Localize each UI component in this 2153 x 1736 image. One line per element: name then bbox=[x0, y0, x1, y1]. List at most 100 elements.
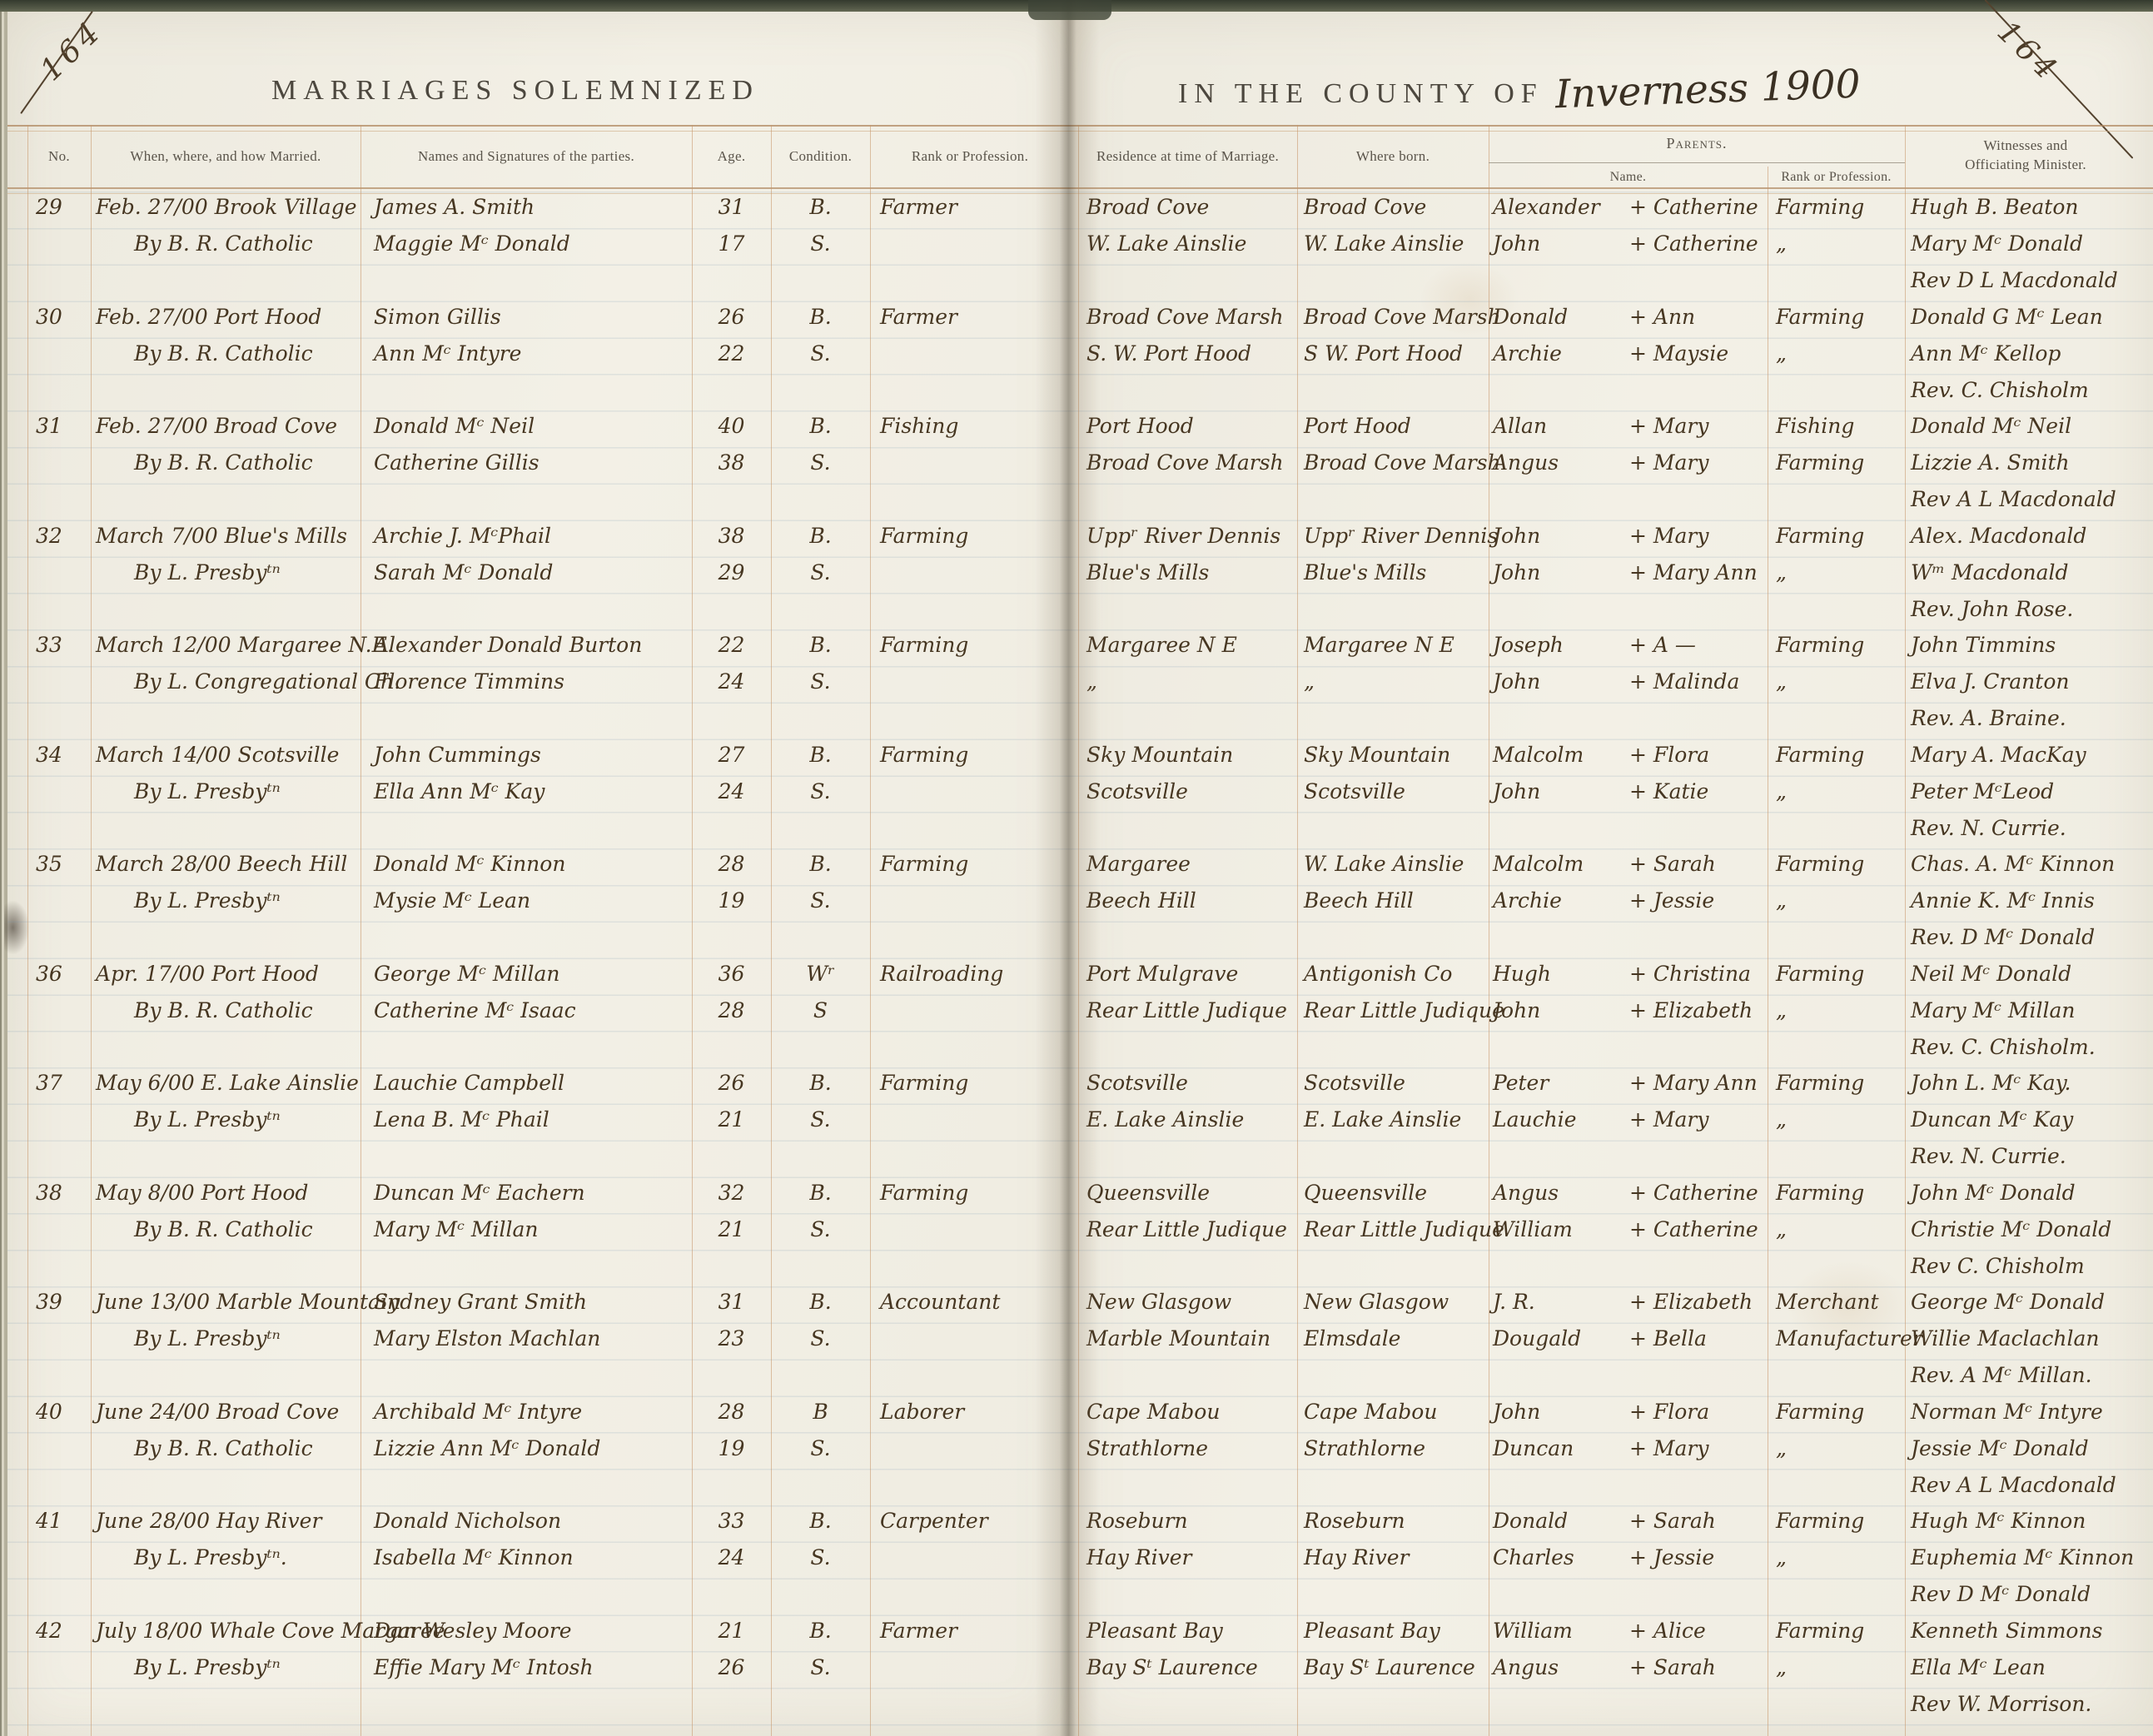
register-row-left: 32 March 7/00 Blue's Mills By L. Presbyᵗ… bbox=[7, 520, 1070, 630]
witness-one: Kenneth Simmons bbox=[1911, 1618, 2103, 1643]
parents-rank-bride: Manufacturer bbox=[1776, 1326, 1922, 1350]
page-stack-edge bbox=[0, 12, 7, 1736]
bride-mother: + Mary bbox=[1629, 1435, 1709, 1460]
groom-birthplace: Broad Cove Marsh bbox=[1304, 304, 1501, 329]
groom-father: J. R. bbox=[1493, 1290, 1535, 1314]
witness-one: Alex. Macdonald bbox=[1911, 523, 2087, 548]
header-witnesses: Witnesses and Officiating Minister. bbox=[1905, 137, 2146, 175]
register-row-left: 34 March 14/00 Scotsville By L. Presbyᵗⁿ… bbox=[7, 739, 1070, 849]
groom-name: Donald Nicholson bbox=[374, 1509, 562, 1533]
parents-rank-groom: Farming bbox=[1776, 1509, 1865, 1533]
bride-residence: Strathlorne bbox=[1086, 1435, 1209, 1460]
register-row-right: Margaree N E „ Margaree N E „ Joseph Joh… bbox=[1070, 629, 2153, 739]
bride-residence: Bay Sᵗ Laurence bbox=[1086, 1654, 1258, 1679]
how-married: By L. Presbyᵗⁿ bbox=[134, 1326, 281, 1350]
groom-residence: Broad Cove bbox=[1086, 195, 1210, 219]
groom-mother: + Mary bbox=[1629, 414, 1709, 438]
witness-one: Donald Mᶜ Neil bbox=[1911, 414, 2072, 438]
groom-name: John Cummings bbox=[374, 742, 541, 767]
groom-condition: B. bbox=[809, 852, 832, 876]
bride-name: Lizzie Ann Mᶜ Donald bbox=[374, 1435, 601, 1460]
rank-or-profession: Farming bbox=[880, 633, 969, 657]
parents-rank-groom: Farming bbox=[1776, 742, 1865, 767]
bride-condition: S. bbox=[810, 778, 831, 803]
column-rule bbox=[360, 125, 361, 1736]
parents-rank-bride: „ bbox=[1776, 560, 1787, 584]
column-rule bbox=[1078, 125, 1079, 1736]
register-row-right: Cape Mabou Strathlorne Cape Mabou Strath… bbox=[1070, 1396, 2153, 1506]
witness-two: Wᵐ Macdonald bbox=[1911, 560, 2069, 584]
groom-name: Donald Mᶜ Neil bbox=[374, 414, 535, 438]
bride-mother: + Mary bbox=[1629, 1107, 1709, 1132]
groom-age: 32 bbox=[718, 1180, 745, 1205]
groom-age: 22 bbox=[718, 633, 745, 657]
entry-number: 33 bbox=[36, 633, 62, 657]
register-row-right: Port Mulgrave Rear Little Judique Antigo… bbox=[1070, 958, 2153, 1068]
bride-birthplace: Elmsdale bbox=[1304, 1326, 1401, 1350]
bride-residence: E. Lake Ainslie bbox=[1086, 1107, 1245, 1132]
when-where-married: May 8/00 Port Hood bbox=[96, 1180, 309, 1205]
groom-father: Joseph bbox=[1493, 633, 1564, 657]
groom-residence: Roseburn bbox=[1086, 1509, 1188, 1533]
spine-notch bbox=[1028, 0, 1111, 20]
corner-stroke-right bbox=[1984, 0, 2134, 159]
when-where-married: Feb. 27/00 Broad Cove bbox=[96, 414, 337, 438]
rank-or-profession: Farming bbox=[880, 523, 969, 548]
left-page-title: MARRIAGES SOLEMNIZED bbox=[271, 75, 759, 106]
rank-or-profession: Railroading bbox=[880, 961, 1004, 986]
bride-residence: Rear Little Judique bbox=[1086, 1216, 1287, 1241]
officiating-minister: Rev. N. Currie. bbox=[1911, 1144, 2066, 1168]
parents-rank-bride: „ bbox=[1776, 1435, 1787, 1460]
witness-two: Lizzie A. Smith bbox=[1911, 450, 2070, 475]
bride-father: John bbox=[1493, 997, 1541, 1022]
bride-condition: S. bbox=[810, 888, 831, 913]
how-married: By B. R. Catholic bbox=[134, 1216, 313, 1241]
groom-father: Allan bbox=[1493, 414, 1548, 438]
witness-two: Peter MᶜLeod bbox=[1911, 778, 2055, 803]
bride-father: William bbox=[1493, 1216, 1573, 1241]
officiating-minister: Rev. A. Braine. bbox=[1911, 706, 2066, 730]
how-married: By B. R. Catholic bbox=[134, 1435, 313, 1460]
witness-two: Ella Mᶜ Lean bbox=[1911, 1654, 2046, 1679]
witness-two: Euphemia Mᶜ Kinnon bbox=[1911, 1545, 2135, 1569]
bride-condition: S. bbox=[810, 450, 831, 475]
register-row-right: Uppʳ River Dennis Blue's Mills Uppʳ Rive… bbox=[1070, 520, 2153, 630]
register-right-page: 164 IN THE COUNTY OF Inverness 1900 Resid… bbox=[1070, 0, 2153, 1736]
bride-condition: S. bbox=[810, 231, 831, 256]
rank-or-profession: Farming bbox=[880, 742, 969, 767]
book-gutter-shadow bbox=[1035, 0, 1100, 1736]
groom-condition: B. bbox=[809, 304, 832, 329]
bride-age: 21 bbox=[718, 1107, 745, 1132]
officiating-minister: Rev W. Morrison. bbox=[1911, 1691, 2092, 1716]
how-married: By B. R. Catholic bbox=[134, 450, 313, 475]
bride-father: Charles bbox=[1493, 1545, 1574, 1569]
groom-birthplace: Roseburn bbox=[1304, 1509, 1405, 1533]
parents-rank-bride: „ bbox=[1776, 341, 1787, 366]
groom-name: Simon Gillis bbox=[374, 304, 501, 329]
groom-father: Donald bbox=[1493, 304, 1569, 329]
groom-condition: B. bbox=[809, 414, 832, 438]
witness-two: Annie K. Mᶜ Innis bbox=[1911, 888, 2095, 913]
bride-name: Catherine Mᶜ Isaac bbox=[374, 997, 576, 1022]
parents-rank-groom: Farming bbox=[1776, 195, 1865, 219]
bride-father: John bbox=[1493, 669, 1541, 694]
entry-number: 29 bbox=[36, 195, 62, 219]
header-top-rule bbox=[1070, 125, 2153, 132]
groom-age: 36 bbox=[718, 961, 745, 986]
how-married: By L. Congregational Ch. bbox=[134, 669, 401, 694]
register-row-left: 33 March 12/00 Margaree N.E. By L. Congr… bbox=[7, 629, 1070, 739]
bride-father: Lauchie bbox=[1493, 1107, 1577, 1132]
bride-residence: W. Lake Ainslie bbox=[1086, 231, 1247, 256]
entry-number: 34 bbox=[36, 742, 62, 767]
right-page-entries: Broad Cove W. Lake Ainslie Broad Cove W.… bbox=[1070, 192, 2153, 1724]
groom-father: Hugh bbox=[1493, 961, 1552, 986]
groom-condition: Wʳ bbox=[806, 961, 835, 986]
register-row-left: 39 June 13/00 Marble Mountain By L. Pres… bbox=[7, 1286, 1070, 1396]
bride-mother: + Elizabeth bbox=[1629, 997, 1753, 1022]
bride-father: Duncan bbox=[1493, 1435, 1574, 1460]
witness-two: Christie Mᶜ Donald bbox=[1911, 1216, 2112, 1241]
when-where-married: Feb. 27/00 Brook Village bbox=[96, 195, 357, 219]
when-where-married: Feb. 27/00 Port Hood bbox=[96, 304, 322, 329]
groom-residence: Broad Cove Marsh bbox=[1086, 304, 1284, 329]
how-married: By L. Presbyᵗⁿ bbox=[134, 888, 281, 913]
